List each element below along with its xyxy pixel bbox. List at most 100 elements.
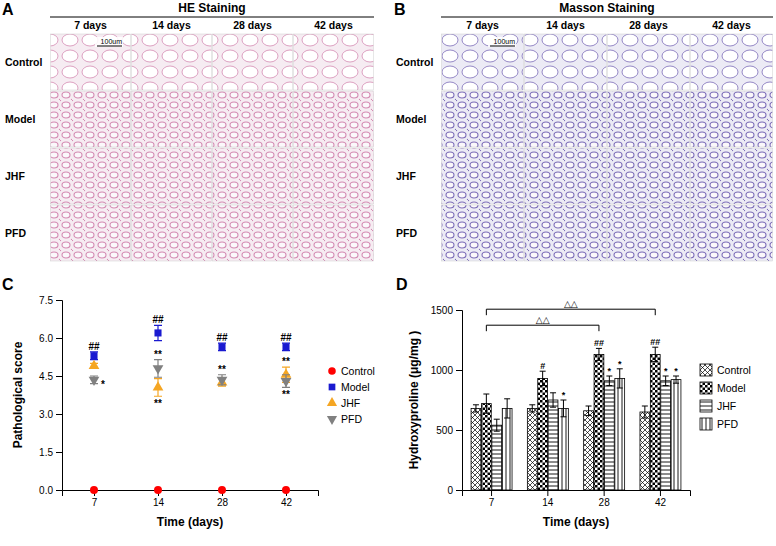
micrograph [294, 148, 374, 204]
legend-marker [700, 382, 712, 394]
tick: 0 [447, 485, 462, 496]
micrograph [213, 34, 293, 90]
annotation: * [618, 359, 622, 369]
tick-label: 14 [542, 497, 554, 508]
y-axis-title: Hydroxyproline (μg/mg ) [407, 331, 421, 470]
point [154, 486, 162, 494]
bar [640, 412, 650, 490]
chart: C0.01.53.04.56.07.57142842Pathological s… [2, 276, 375, 529]
tick-label: 1500 [431, 305, 454, 316]
bar [471, 408, 481, 490]
column-label: 7 days [74, 19, 107, 31]
annotation: ** [218, 364, 226, 375]
column-label: 42 days [314, 19, 353, 31]
bar [594, 354, 604, 490]
bar [559, 408, 569, 490]
tick-mark [456, 370, 462, 371]
panel-label: D [396, 276, 408, 293]
x-axis: 7142842 [463, 490, 691, 508]
micrograph [294, 205, 374, 261]
micrograph [608, 34, 690, 90]
background [0, 0, 776, 546]
annotation: ## [280, 332, 292, 343]
row-label: PFD [5, 227, 26, 239]
scale-bar-label: 100um [101, 38, 123, 45]
tick: 1000 [431, 365, 462, 376]
panel-label: C [2, 276, 14, 293]
tick-label: 28 [599, 497, 611, 508]
tick: 7 [489, 490, 495, 508]
y-axis-title: Pathological score [11, 341, 25, 448]
annotation: ## [88, 341, 100, 352]
tick-label: 42 [281, 497, 293, 508]
point [217, 376, 228, 385]
tick: 0.0 [39, 485, 62, 496]
annotation: * [664, 366, 668, 376]
tick-label: 3.0 [39, 409, 53, 420]
bar [538, 378, 548, 490]
micrograph [691, 34, 773, 90]
tick-label: 7 [489, 497, 495, 508]
legend-label: Control [341, 365, 375, 377]
tick-mark [660, 490, 661, 496]
panel-label: A [2, 1, 14, 18]
micrograph [691, 91, 773, 147]
column-label: 14 days [152, 19, 191, 31]
legend: ControlModelJHFPFD [327, 365, 375, 425]
bar [615, 378, 625, 490]
bracket [486, 309, 655, 315]
annotation: ## [594, 338, 604, 348]
panel-label: B [394, 1, 406, 18]
legend-label: PFD [717, 418, 738, 430]
bar [650, 354, 660, 490]
error-bar [154, 325, 162, 340]
series [90, 325, 290, 359]
legend-label: PFD [341, 413, 362, 425]
micrograph [132, 148, 212, 204]
annotation: # [540, 361, 545, 371]
tick: 28 [599, 490, 611, 508]
axis-line [63, 491, 319, 497]
error-bar [560, 400, 566, 417]
panel-title: Masson Staining [559, 1, 654, 15]
legend: ControlModelJHFPFD [700, 364, 751, 430]
row-label: Control [5, 56, 42, 68]
micrograph [132, 34, 212, 90]
tick-label: 28 [217, 497, 229, 508]
series [502, 369, 681, 490]
plot-area [471, 347, 681, 490]
tick-mark [56, 490, 62, 491]
title-rule [50, 17, 374, 18]
series [89, 360, 292, 388]
point [282, 486, 290, 494]
row-label: Model [396, 113, 426, 125]
legend-label: Model [717, 382, 746, 394]
tick-mark [547, 490, 548, 496]
point [218, 486, 226, 494]
column-label: 28 days [233, 19, 272, 31]
micrograph [213, 148, 293, 204]
point [281, 378, 292, 387]
micrograph [213, 91, 293, 147]
point [153, 365, 164, 374]
micrograph [442, 205, 524, 261]
legend-label: JHF [341, 397, 360, 409]
tick: 14 [542, 490, 554, 508]
point [89, 360, 100, 369]
axis-line [456, 311, 463, 491]
point [154, 329, 161, 336]
scale-bar-bg [95, 37, 123, 47]
image-panel: BMasson Staining7 days14 days28 days42 d… [394, 1, 773, 261]
series [89, 360, 292, 397]
point [218, 343, 225, 350]
micrograph [691, 205, 773, 261]
x-axis-title: Time (days) [543, 515, 609, 529]
row-label: JHF [396, 170, 416, 182]
tick-mark [56, 300, 62, 301]
row-label: JHF [5, 170, 25, 182]
tick-label: 1000 [431, 365, 454, 376]
tick-label: 7.5 [39, 295, 53, 306]
micrograph [608, 148, 690, 204]
series [90, 486, 290, 494]
error-bar [673, 376, 679, 383]
